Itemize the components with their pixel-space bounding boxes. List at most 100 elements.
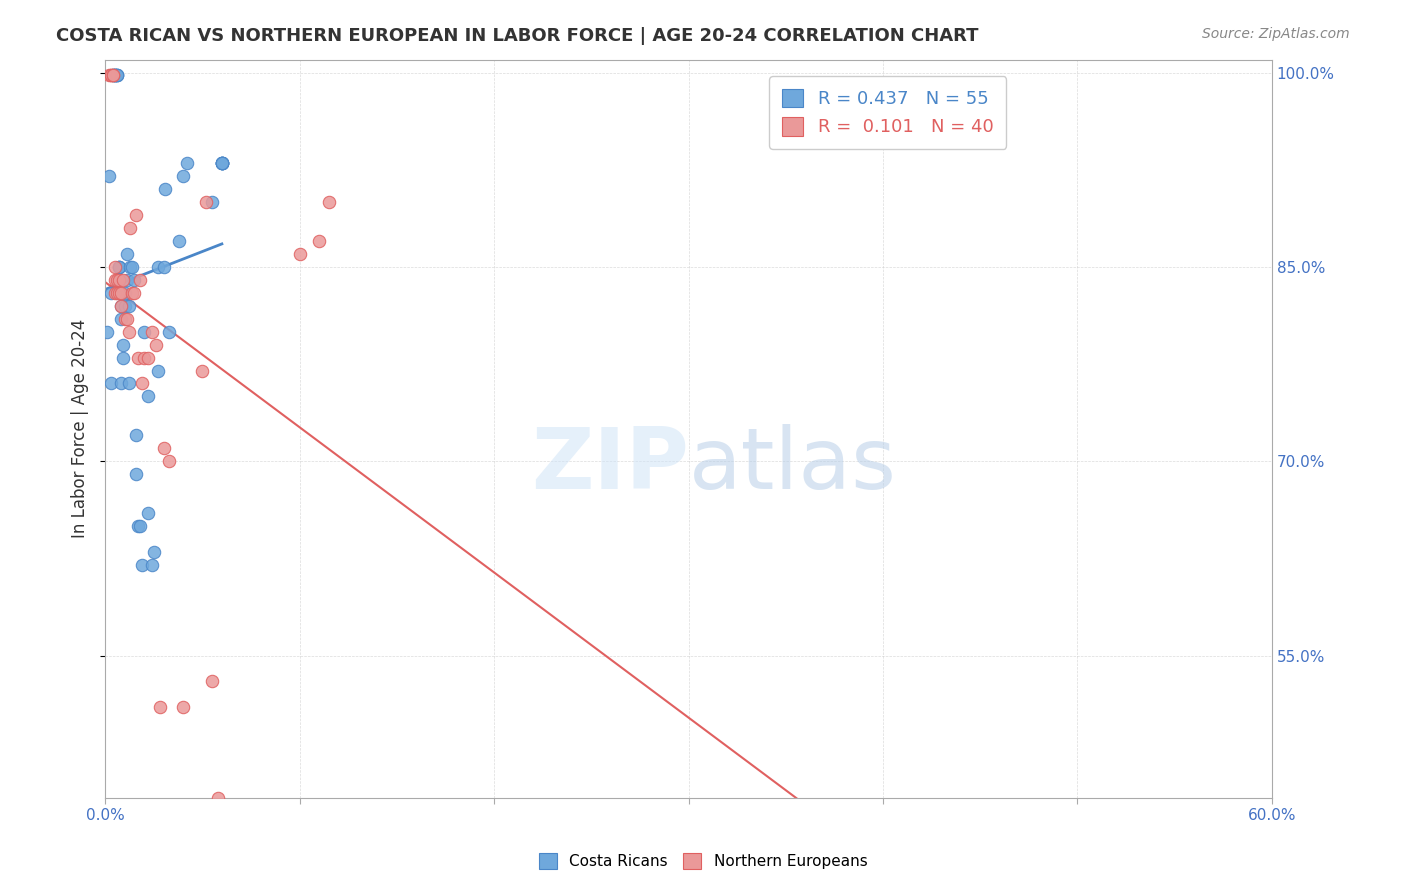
Point: [120, 260, 142, 274]
Point: [105, 68, 128, 82]
Point: [104, 260, 127, 274]
Point: [115, 247, 138, 261]
Point: [201, 674, 224, 689]
Point: [157, 325, 180, 339]
Point: [96, 325, 118, 339]
Point: [318, 195, 340, 210]
Point: [211, 156, 233, 170]
Point: [211, 156, 233, 170]
Point: [167, 234, 190, 248]
Point: [308, 234, 330, 248]
Point: [211, 156, 233, 170]
Point: [131, 376, 153, 391]
Point: [108, 260, 131, 274]
Y-axis label: In Labor Force | Age 20-24: In Labor Force | Age 20-24: [72, 319, 89, 539]
Point: [136, 351, 159, 365]
Point: [110, 285, 132, 300]
Point: [132, 351, 155, 365]
Point: [101, 68, 124, 82]
Point: [111, 337, 134, 351]
Point: [104, 68, 127, 82]
Point: [121, 260, 143, 274]
Point: [104, 285, 127, 300]
Point: [114, 311, 136, 326]
Point: [104, 68, 127, 82]
Point: [129, 519, 152, 533]
Point: [136, 506, 159, 520]
Point: [100, 376, 122, 391]
Point: [127, 519, 149, 533]
Point: [104, 68, 127, 82]
Point: [98, 68, 121, 82]
Point: [195, 195, 218, 210]
Point: [117, 376, 139, 391]
Point: [111, 273, 134, 287]
Point: [108, 285, 131, 300]
Point: [105, 273, 128, 287]
Point: [157, 454, 180, 468]
Point: [141, 558, 163, 572]
Point: [111, 351, 134, 365]
Point: [104, 273, 127, 287]
Point: [211, 156, 233, 170]
Point: [201, 195, 224, 210]
Point: [145, 337, 167, 351]
Point: [105, 285, 128, 300]
Text: Source: ZipAtlas.com: Source: ZipAtlas.com: [1202, 27, 1350, 41]
Point: [288, 247, 311, 261]
Point: [127, 351, 149, 365]
Point: [172, 700, 194, 714]
Point: [117, 299, 139, 313]
Text: COSTA RICAN VS NORTHERN EUROPEAN IN LABOR FORCE | AGE 20-24 CORRELATION CHART: COSTA RICAN VS NORTHERN EUROPEAN IN LABO…: [56, 27, 979, 45]
Point: [149, 700, 172, 714]
Point: [101, 68, 124, 82]
Text: atlas: atlas: [689, 425, 897, 508]
Point: [100, 285, 122, 300]
Point: [146, 363, 169, 377]
Point: [146, 260, 169, 274]
Point: [117, 325, 139, 339]
Point: [115, 311, 138, 326]
Point: [132, 325, 155, 339]
Point: [211, 156, 233, 170]
Point: [141, 325, 163, 339]
Point: [207, 791, 229, 805]
Legend: R = 0.437   N = 55, R =  0.101   N = 40: R = 0.437 N = 55, R = 0.101 N = 40: [769, 76, 1007, 149]
Point: [129, 273, 152, 287]
Point: [110, 376, 132, 391]
Point: [142, 545, 165, 559]
Point: [104, 68, 127, 82]
Point: [191, 363, 214, 377]
Point: [124, 273, 146, 287]
Point: [152, 260, 174, 274]
Legend: Costa Ricans, Northern Europeans: Costa Ricans, Northern Europeans: [533, 847, 873, 875]
Point: [125, 208, 148, 222]
Point: [110, 311, 132, 326]
Point: [110, 299, 132, 313]
Point: [120, 221, 142, 235]
Point: [108, 260, 131, 274]
Point: [176, 156, 198, 170]
Point: [110, 299, 132, 313]
Point: [100, 68, 122, 82]
Point: [105, 68, 128, 82]
Point: [98, 169, 121, 184]
Point: [172, 169, 194, 184]
Point: [101, 68, 124, 82]
Point: [100, 68, 122, 82]
Point: [108, 273, 131, 287]
Text: ZIP: ZIP: [531, 425, 689, 508]
Point: [125, 428, 148, 442]
Point: [101, 68, 124, 82]
Point: [136, 389, 159, 403]
Point: [105, 68, 128, 82]
Point: [108, 260, 131, 274]
Point: [155, 182, 177, 196]
Point: [131, 558, 153, 572]
Point: [121, 285, 143, 300]
Point: [124, 285, 146, 300]
Point: [114, 285, 136, 300]
Point: [114, 299, 136, 313]
Point: [125, 467, 148, 482]
Point: [152, 442, 174, 456]
